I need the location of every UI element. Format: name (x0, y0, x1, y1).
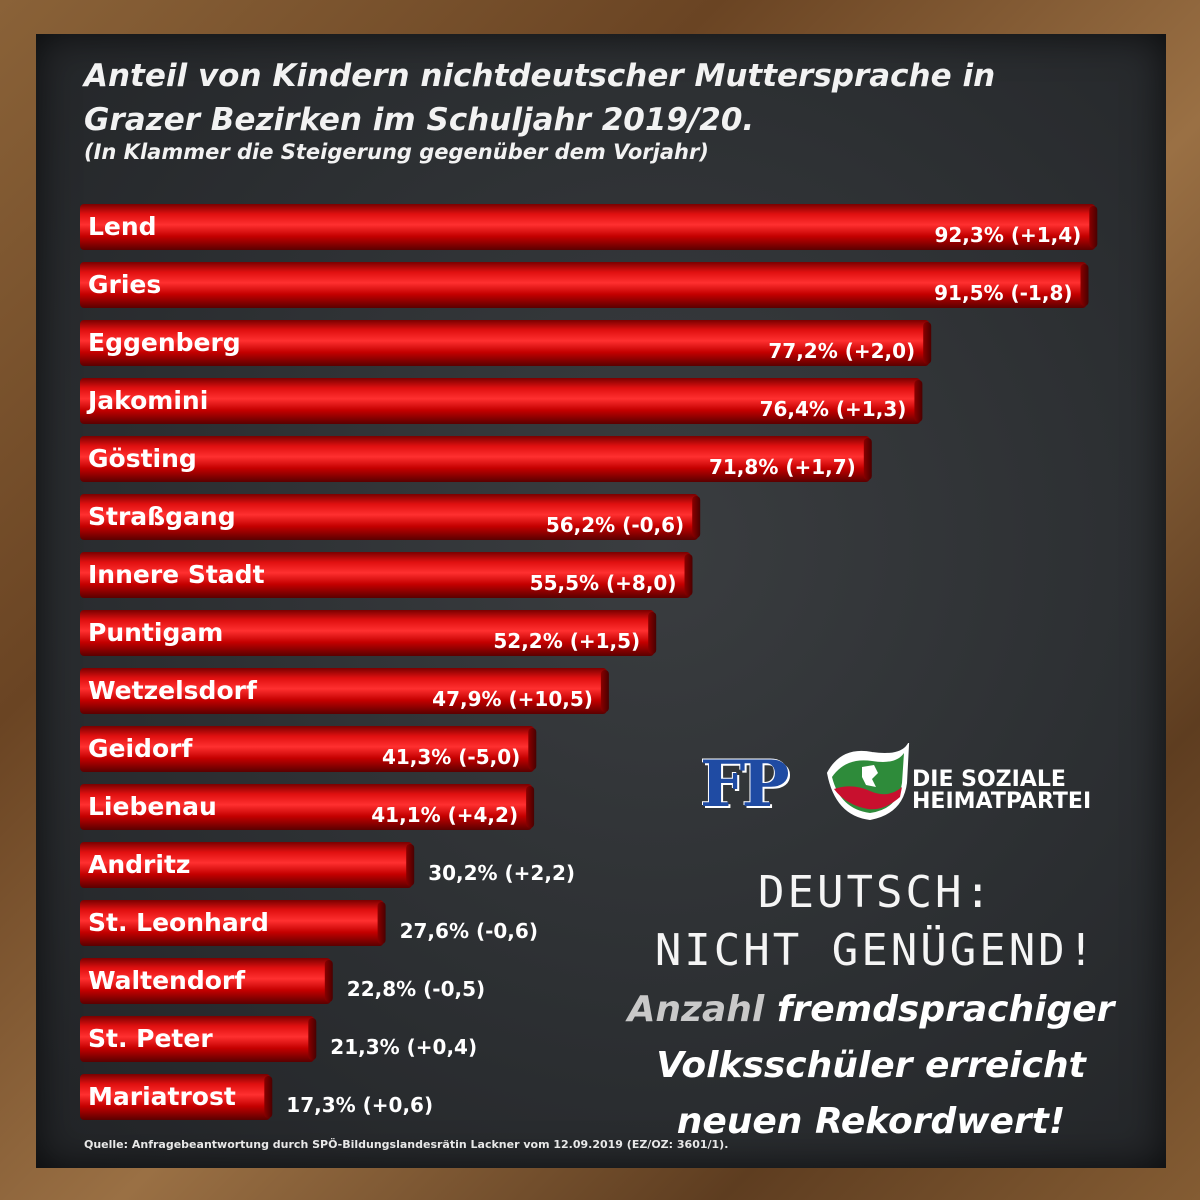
category-label-4: Gösting (88, 444, 197, 473)
bar-14 (80, 1016, 315, 1062)
category-label-8: Wetzelsdorf (88, 676, 258, 705)
styrian-shield-icon (826, 743, 910, 821)
category-label-6: Innere Stadt (88, 560, 265, 589)
category-label-15: Mariatrost (88, 1082, 236, 1111)
value-label-15: 17,3% (+0,6) (286, 1093, 433, 1117)
chalkboard: Anteil von Kindern nichtdeutscher Mutter… (36, 34, 1166, 1168)
bar-9 (80, 726, 535, 772)
bar-end-14 (308, 1018, 317, 1060)
bar-end-3 (914, 380, 923, 422)
value-label-14: 21,3% (+0,4) (330, 1035, 477, 1059)
category-label-14: St. Peter (88, 1024, 213, 1053)
value-label-6: 55,5% (+8,0) (530, 571, 677, 595)
category-label-9: Geidorf (88, 734, 193, 763)
title-line-2: Grazer Bezirken im Schuljahr 2019/20. (84, 102, 755, 138)
slogan-headline: DEUTSCH: NICHT GENÜGEND! (606, 864, 1146, 980)
bar-end-9 (528, 728, 537, 770)
category-label-10: Liebenau (88, 792, 217, 821)
bar-end-11 (406, 844, 415, 886)
logo-tagline: DIE SOZIALE HEIMATPARTEI (912, 769, 1091, 813)
slogan-sub-highlight: Anzahl (627, 989, 765, 1030)
category-label-5: Straßgang (88, 502, 236, 531)
value-label-13: 22,8% (-0,5) (347, 977, 485, 1001)
value-label-10: 41,1% (+4,2) (371, 803, 518, 827)
source-note: Quelle: Anfragebeantwortung durch SPÖ-Bi… (84, 1138, 729, 1151)
value-label-8: 47,9% (+10,5) (432, 687, 593, 711)
party-logo: FP DIE SOZIALE HEIMATPARTEI (700, 739, 1091, 829)
bar-13 (80, 958, 331, 1004)
bar-11 (80, 842, 413, 888)
bar-end-5 (692, 496, 701, 538)
bar-end-13 (324, 960, 333, 1002)
category-label-11: Andritz (88, 850, 190, 879)
slogan-line-2: NICHT GENÜGEND! (654, 925, 1098, 976)
slogan-line-1: DEUTSCH: (758, 867, 994, 918)
bar-5 (80, 494, 699, 540)
bar-end-7 (648, 612, 657, 654)
value-label-3: 76,4% (+1,3) (760, 397, 907, 421)
slogan-subline: Anzahl fremdsprachiger Volksschüler erre… (606, 982, 1136, 1150)
logo-letters: FP (700, 747, 790, 822)
value-label-7: 52,2% (+1,5) (493, 629, 640, 653)
value-label-0: 92,3% (+1,4) (934, 223, 1081, 247)
title-line-1: Anteil von Kindern nichtdeutscher Mutter… (84, 58, 996, 94)
value-label-11: 30,2% (+2,2) (428, 861, 575, 885)
category-label-3: Jakomini (86, 386, 208, 415)
bar-end-1 (1080, 264, 1089, 306)
bar-end-8 (600, 670, 609, 712)
slogan-sub-line-2: Volksschüler erreicht (656, 1045, 1086, 1086)
bar-4 (80, 436, 870, 482)
bar-1 (80, 262, 1087, 308)
category-label-12: St. Leonhard (88, 908, 269, 937)
bar-8 (80, 668, 607, 714)
bar-10 (80, 784, 533, 830)
slogan-sub-rest-1: fremdsprachiger (764, 989, 1115, 1030)
bar-15 (80, 1074, 271, 1120)
category-label-7: Puntigam (88, 618, 223, 647)
category-label-13: Waltendorf (88, 966, 246, 995)
value-label-9: 41,3% (-5,0) (382, 745, 520, 769)
bar-6 (80, 552, 691, 598)
bar-2 (80, 320, 930, 366)
bar-end-10 (526, 786, 535, 828)
bar-7 (80, 610, 655, 656)
category-label-2: Eggenberg (88, 328, 241, 357)
value-label-1: 91,5% (-1,8) (934, 281, 1072, 305)
bar-12 (80, 900, 384, 946)
bar-end-6 (684, 554, 693, 596)
category-label-0: Lend (88, 212, 157, 241)
value-label-12: 27,6% (-0,6) (400, 919, 538, 943)
logo-tagline-line-2: HEIMATPARTEI (912, 789, 1092, 814)
bar-3 (80, 378, 921, 424)
value-label-4: 71,8% (+1,7) (709, 455, 856, 479)
bar-chart: Lend 92,3% (+1,4) Gries 91,5% (-1,8) Eggenbe… (80, 204, 1098, 1120)
category-label-1: Gries (88, 270, 161, 299)
bar-end-15 (264, 1076, 273, 1118)
chart-title: Anteil von Kindern nichtdeutscher Mutter… (84, 54, 1084, 142)
bar-end-12 (377, 902, 386, 944)
bar-end-0 (1089, 206, 1098, 248)
bar-0 (80, 204, 1096, 250)
bar-end-2 (923, 322, 932, 364)
chart-subtitle: (In Klammer die Steigerung gegenüber dem… (84, 140, 709, 164)
bar-end-4 (863, 438, 872, 480)
value-label-2: 77,2% (+2,0) (768, 339, 915, 363)
logo-tagline-line-1: DIE SOZIALE (912, 767, 1066, 792)
slogan-sub-line-3: neuen Rekordwert! (676, 1101, 1066, 1142)
value-label-5: 56,2% (-0,6) (546, 513, 684, 537)
